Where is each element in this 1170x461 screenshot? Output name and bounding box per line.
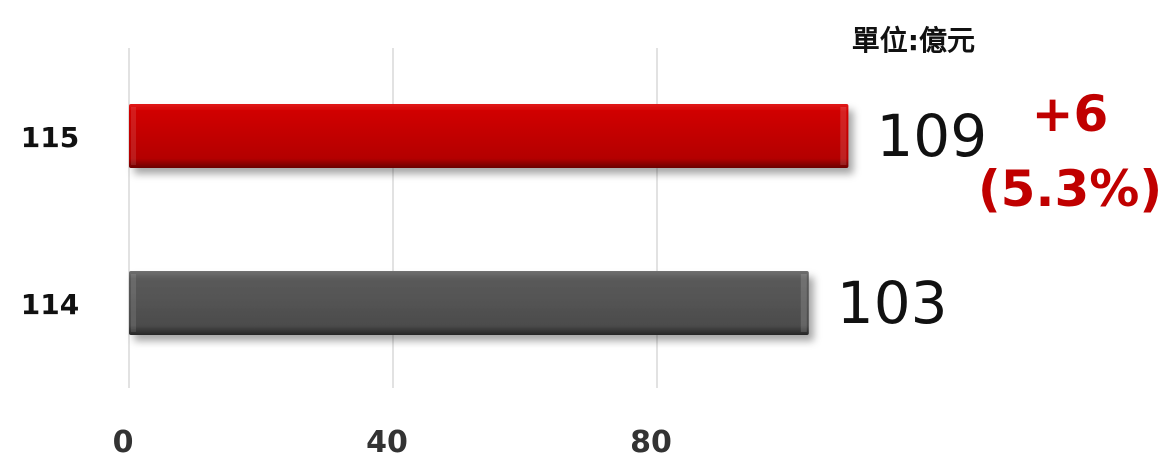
bar-start-bevel-115 (131, 107, 136, 165)
bar-bevel-115 (840, 107, 847, 165)
x-tick-label: 0 (113, 425, 134, 460)
x-tick-label: 40 (366, 425, 408, 460)
value-label-114: 103 (837, 269, 948, 337)
bar-115 (129, 104, 849, 168)
bar-rect-115 (129, 104, 849, 168)
unit-label: 單位:億元 (852, 24, 975, 57)
x-tick-label: 80 (630, 425, 672, 460)
bar-bevel-114 (800, 274, 807, 332)
gridlines (128, 48, 658, 388)
bars (129, 104, 849, 335)
bar-114 (129, 271, 809, 335)
bar-rect-114 (129, 271, 809, 335)
change-annotation-percent: (5.3%) (978, 160, 1162, 218)
bar-start-bevel-114 (131, 274, 136, 332)
category-label-115: 115 (21, 121, 79, 154)
value-label-115: 109 (876, 102, 987, 170)
labels: 0 40 80 115 109 114 103 +6 (5.3%) (21, 85, 1162, 460)
category-label-114: 114 (21, 288, 79, 321)
change-annotation-amount: +6 (1032, 85, 1109, 143)
